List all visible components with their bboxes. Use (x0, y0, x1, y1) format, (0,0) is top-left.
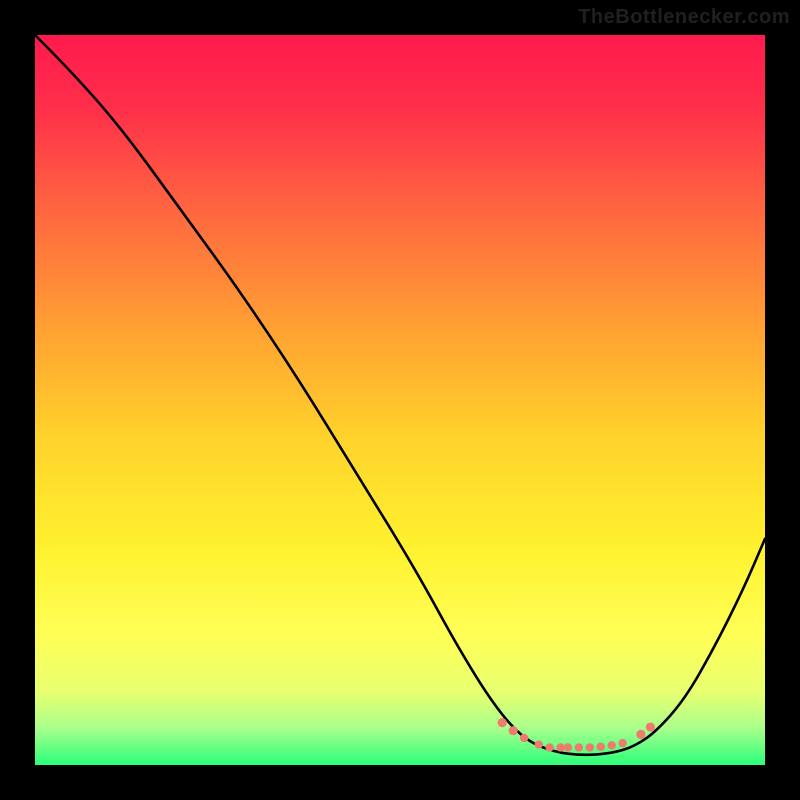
plot-background (35, 35, 765, 765)
marker-dot (575, 743, 583, 751)
marker-dot (498, 718, 507, 727)
marker-dot (586, 743, 594, 751)
marker-dot (545, 743, 553, 751)
bottleneck-chart (0, 0, 800, 800)
marker-dot (646, 722, 655, 731)
marker-dot (556, 743, 564, 751)
marker-dot (618, 739, 626, 747)
marker-dot (608, 741, 616, 749)
chart-stage: TheBottlenecker.com (0, 0, 800, 800)
marker-dot (535, 740, 543, 748)
marker-dot (520, 734, 528, 742)
marker-dot (509, 726, 518, 735)
marker-dot (564, 743, 572, 751)
marker-dot (597, 743, 605, 751)
marker-dot (636, 730, 645, 739)
